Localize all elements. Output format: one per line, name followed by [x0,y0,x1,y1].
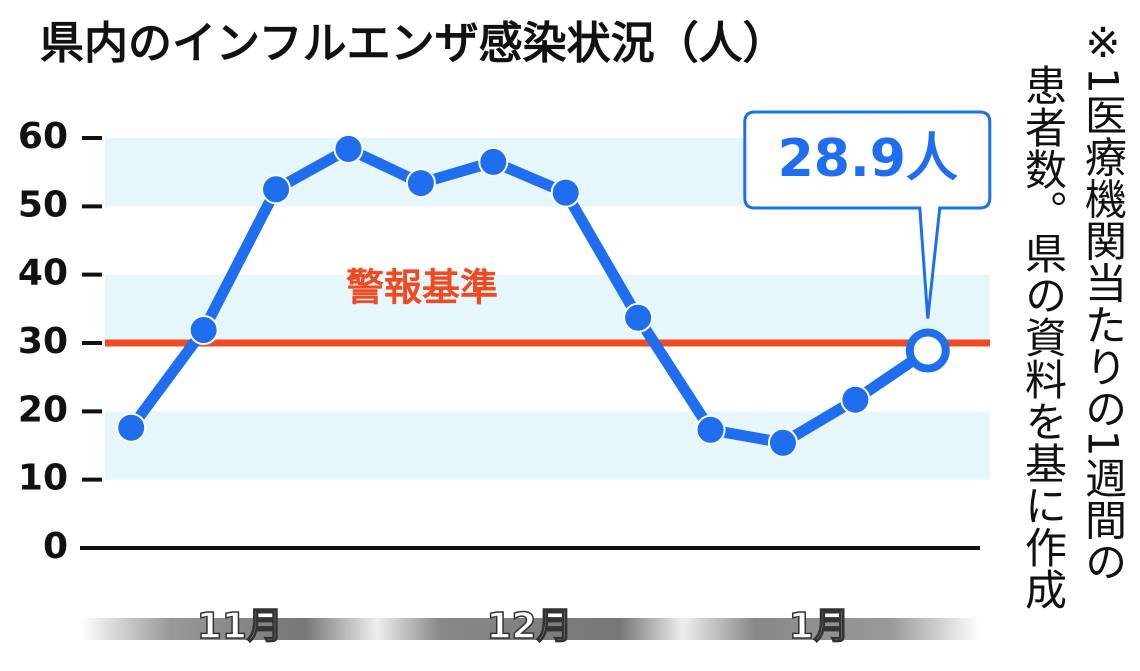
x-group-label: 1月 [789,606,850,647]
chart-title: 県内のインフルエンザ感染状況（人） [40,18,787,69]
y-tick-label: 20 [18,389,68,430]
data-point [261,174,292,205]
data-point [188,315,219,346]
data-point [905,328,950,373]
data-point [840,384,871,415]
month-bar [80,618,980,640]
data-point [405,168,436,199]
grid-band [105,274,990,343]
y-tick-label: 60 [18,116,68,157]
y-tick-label: 50 [18,184,68,225]
y-tick-label: 40 [18,253,68,294]
x-group-label: 11月 [197,606,283,647]
callout [743,110,992,319]
data-point [550,177,581,208]
y-tick-label: 10 [18,458,68,499]
y-tick-label: 0 [43,526,68,567]
note: 患者数。県の資料を基に作成 [1019,64,1068,610]
data-label: 28.9人 [778,129,958,189]
data-point [478,146,509,177]
data-point [767,427,798,458]
x-group-label: 12月 [486,606,572,647]
grid-band [105,411,990,480]
note: ※1医療機関当たりの1週間の [1079,18,1128,582]
data-point [333,133,364,164]
data-point [116,412,147,443]
y-tick-label: 30 [18,321,68,362]
data-point [623,302,654,333]
reference-label: 警報基準 [346,266,498,310]
data-point [695,414,726,445]
